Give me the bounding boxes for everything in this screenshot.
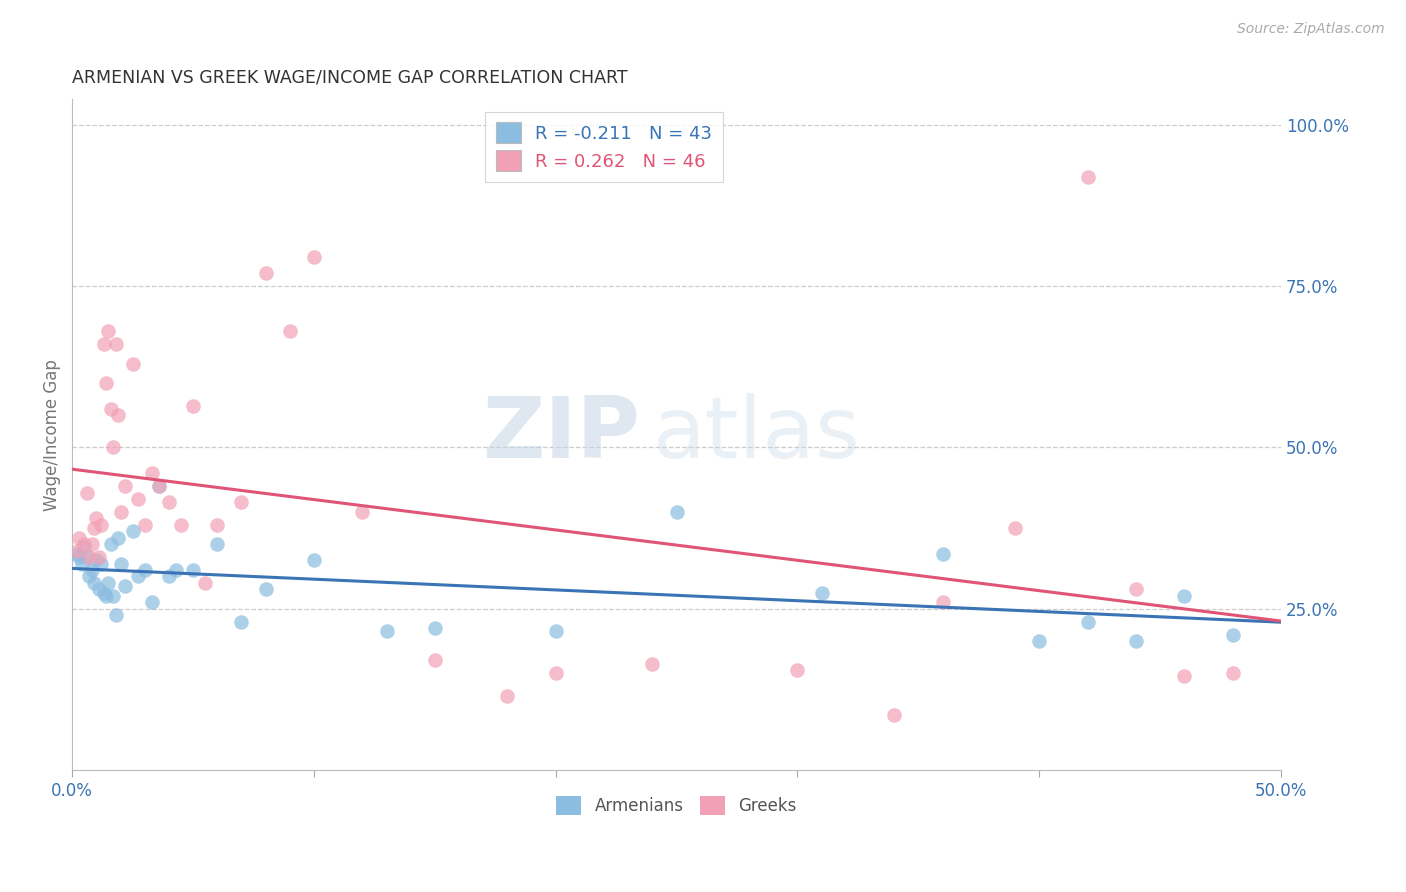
Point [181, 399, 204, 413]
Text: Source: ZipAtlas.com: Source: ZipAtlas.com [1237, 22, 1385, 37]
Point [544, 624, 567, 639]
Point [93, 337, 115, 351]
Legend: Armenians, Greeks: Armenians, Greeks [550, 789, 804, 822]
Point [127, 569, 149, 583]
Point [134, 563, 156, 577]
Point [1173, 589, 1195, 603]
Point [70, 557, 93, 571]
Y-axis label: Wage/Income Gap: Wage/Income Gap [44, 359, 60, 510]
Point [107, 409, 129, 423]
Point [254, 266, 277, 280]
Point [104, 608, 127, 623]
Point [1028, 634, 1050, 648]
Text: ZIP: ZIP [482, 393, 640, 476]
Point [87, 582, 110, 597]
Point [302, 553, 325, 567]
Point [641, 657, 664, 671]
Point [110, 505, 132, 519]
Point [278, 325, 301, 339]
Text: atlas: atlas [652, 393, 860, 476]
Point [496, 689, 519, 703]
Point [76, 550, 98, 565]
Point [104, 337, 127, 351]
Point [90, 557, 112, 571]
Point [76, 485, 98, 500]
Point [94, 376, 117, 390]
Point [87, 550, 110, 565]
Point [100, 401, 122, 416]
Point [86, 511, 108, 525]
Point [254, 582, 277, 597]
Point [170, 517, 193, 532]
Point [100, 537, 122, 551]
Point [86, 553, 108, 567]
Point [69, 550, 91, 565]
Point [883, 708, 905, 723]
Point [1004, 521, 1026, 535]
Point [231, 615, 253, 629]
Point [66, 543, 89, 558]
Point [114, 479, 136, 493]
Point [66, 547, 89, 561]
Point [77, 569, 100, 583]
Point [97, 325, 120, 339]
Point [352, 505, 374, 519]
Point [80, 563, 103, 577]
Point [141, 595, 163, 609]
Point [83, 521, 105, 535]
Point [231, 495, 253, 509]
Point [302, 250, 325, 264]
Point [1173, 669, 1195, 683]
Point [73, 537, 96, 551]
Point [93, 585, 115, 599]
Point [1222, 627, 1244, 641]
Point [97, 576, 120, 591]
Point [83, 576, 105, 591]
Point [73, 541, 96, 555]
Point [786, 663, 808, 677]
Point [423, 653, 446, 667]
Point [141, 467, 163, 481]
Point [157, 495, 180, 509]
Point [423, 621, 446, 635]
Point [110, 557, 132, 571]
Point [207, 517, 229, 532]
Point [134, 517, 156, 532]
Point [107, 531, 129, 545]
Point [77, 550, 100, 565]
Point [665, 505, 688, 519]
Point [194, 576, 217, 591]
Point [103, 589, 125, 603]
Point [148, 479, 170, 493]
Point [69, 531, 91, 545]
Point [810, 585, 832, 599]
Point [80, 537, 103, 551]
Point [90, 517, 112, 532]
Point [1077, 615, 1099, 629]
Point [181, 563, 204, 577]
Point [114, 579, 136, 593]
Point [165, 563, 187, 577]
Text: ARMENIAN VS GREEK WAGE/INCOME GAP CORRELATION CHART: ARMENIAN VS GREEK WAGE/INCOME GAP CORREL… [72, 69, 628, 87]
Point [148, 479, 170, 493]
Point [1222, 666, 1244, 681]
Point [544, 666, 567, 681]
Point [931, 595, 953, 609]
Point [1125, 634, 1147, 648]
Point [157, 569, 180, 583]
Point [1077, 169, 1099, 184]
Point [127, 492, 149, 507]
Point [375, 624, 398, 639]
Point [1125, 582, 1147, 597]
Point [94, 589, 117, 603]
Point [121, 357, 143, 371]
Point [931, 547, 953, 561]
Point [121, 524, 143, 539]
Point [103, 441, 125, 455]
Point [207, 537, 229, 551]
